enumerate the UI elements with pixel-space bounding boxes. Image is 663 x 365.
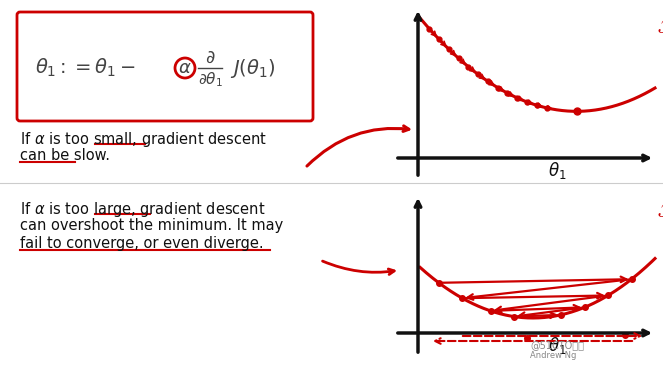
Text: fail to converge, or even diverge.: fail to converge, or even diverge. <box>20 236 264 251</box>
Text: Andrew Ng: Andrew Ng <box>530 351 576 360</box>
Text: $\mathcal{J}(\theta_1$): $\mathcal{J}(\theta_1$) <box>657 15 663 36</box>
Text: can be slow.: can be slow. <box>20 148 110 163</box>
Text: $\alpha$: $\alpha$ <box>178 59 192 77</box>
Text: If $\alpha$ is too small, gradient descent: If $\alpha$ is too small, gradient desce… <box>20 130 267 149</box>
Text: $J(\theta_1)$: $J(\theta_1)$ <box>230 57 276 80</box>
Text: $\mathcal{J}(\theta_1$): $\mathcal{J}(\theta_1$) <box>657 200 663 220</box>
Text: $\theta_1$: $\theta_1$ <box>548 335 566 356</box>
Text: @51CTO博客: @51CTO博客 <box>530 340 584 350</box>
Text: $\partial$: $\partial$ <box>205 49 215 67</box>
Text: If $\alpha$ is too large, gradient descent: If $\alpha$ is too large, gradient desce… <box>20 200 265 219</box>
Text: can overshoot the minimum. It may: can overshoot the minimum. It may <box>20 218 283 233</box>
Text: $\theta_1$: $\theta_1$ <box>548 160 566 181</box>
FancyBboxPatch shape <box>17 12 313 121</box>
Text: $\theta_1 := \theta_1 -$: $\theta_1 := \theta_1 -$ <box>35 57 135 79</box>
Text: $\partial\theta_1$: $\partial\theta_1$ <box>198 71 223 89</box>
